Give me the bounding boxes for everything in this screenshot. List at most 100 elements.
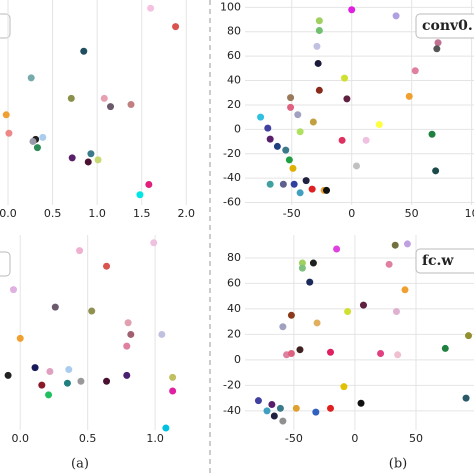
point <box>103 377 111 385</box>
point <box>292 404 300 412</box>
point <box>169 387 177 395</box>
point <box>313 42 321 50</box>
x-tick-label: 50 <box>405 207 419 220</box>
x-tick-label: 10 <box>465 207 474 220</box>
y-tick-label: 20 <box>227 327 241 340</box>
point <box>279 180 287 188</box>
point <box>428 130 436 138</box>
point <box>264 124 272 132</box>
point <box>434 39 442 47</box>
caption: (a) <box>71 457 89 472</box>
point <box>87 150 95 158</box>
x-tick-label: 1.0 <box>146 432 164 445</box>
point <box>309 118 317 126</box>
point <box>403 240 411 248</box>
point <box>282 146 290 154</box>
legend-label: conv0. <box>422 18 473 34</box>
point <box>51 303 59 311</box>
point <box>45 391 53 399</box>
point <box>377 350 385 358</box>
point <box>392 307 400 315</box>
point <box>9 286 17 294</box>
point <box>315 27 323 35</box>
point <box>127 330 135 338</box>
y-tick-label: 0 <box>234 353 241 366</box>
y-tick-label: 40 <box>227 74 241 87</box>
point <box>391 241 399 249</box>
x-tick-label: -50 <box>285 432 303 445</box>
x-tick-label: 50 <box>409 432 423 445</box>
point <box>298 259 306 267</box>
y-tick-label: 80 <box>227 25 241 38</box>
point <box>279 417 287 425</box>
y-tick-label: 60 <box>227 49 241 62</box>
point <box>308 185 316 193</box>
legend-box <box>415 248 474 274</box>
point <box>29 137 37 145</box>
point <box>411 67 419 75</box>
x-tick-label: 0 <box>348 207 355 220</box>
point <box>290 180 298 188</box>
y-tick-label: -60 <box>223 196 241 209</box>
y-tick-label: 20 <box>227 98 241 111</box>
point <box>77 377 85 385</box>
point <box>124 319 132 327</box>
point <box>127 101 135 109</box>
point <box>123 342 131 350</box>
point <box>65 366 73 374</box>
point <box>100 94 108 102</box>
y-tick-label: 40 <box>227 302 241 315</box>
point <box>147 4 155 12</box>
point <box>39 133 47 141</box>
point <box>16 334 24 342</box>
point <box>63 379 71 387</box>
y-tick-label: -40 <box>223 171 241 184</box>
point <box>323 186 331 194</box>
point <box>2 111 10 119</box>
point <box>353 162 361 170</box>
point <box>340 383 348 391</box>
x-tick-label: 0.5 <box>44 207 62 220</box>
point <box>254 397 262 405</box>
point <box>273 142 281 150</box>
y-tick-label: 100 <box>220 0 241 13</box>
point <box>172 23 180 31</box>
point <box>68 154 76 162</box>
point <box>27 74 35 82</box>
point <box>385 260 393 268</box>
point <box>276 404 284 412</box>
point <box>84 158 92 166</box>
caption: (b) <box>389 457 407 472</box>
point <box>287 350 295 358</box>
point <box>343 95 351 103</box>
point <box>33 144 41 152</box>
point <box>401 286 409 294</box>
point <box>279 323 287 331</box>
point <box>394 351 402 359</box>
point <box>266 180 274 188</box>
point <box>338 136 346 144</box>
x-tick-label: 0.5 <box>79 432 97 445</box>
point <box>344 307 352 315</box>
point <box>31 364 39 372</box>
y-tick-label: -40 <box>223 404 241 417</box>
y-tick-label: -20 <box>223 378 241 391</box>
point <box>296 189 304 197</box>
y-tick-label: -20 <box>223 147 241 160</box>
point <box>287 311 295 319</box>
point <box>94 156 102 164</box>
point <box>296 128 304 136</box>
point <box>306 278 314 286</box>
legend-box <box>0 251 11 277</box>
legend-box <box>0 13 11 39</box>
point <box>312 408 320 416</box>
point <box>326 348 334 356</box>
point <box>158 330 166 338</box>
point <box>263 407 271 415</box>
point <box>67 94 75 102</box>
point <box>357 399 365 407</box>
point <box>462 394 470 402</box>
y-tick-label: 60 <box>227 276 241 289</box>
point <box>294 111 302 119</box>
point <box>326 404 334 412</box>
